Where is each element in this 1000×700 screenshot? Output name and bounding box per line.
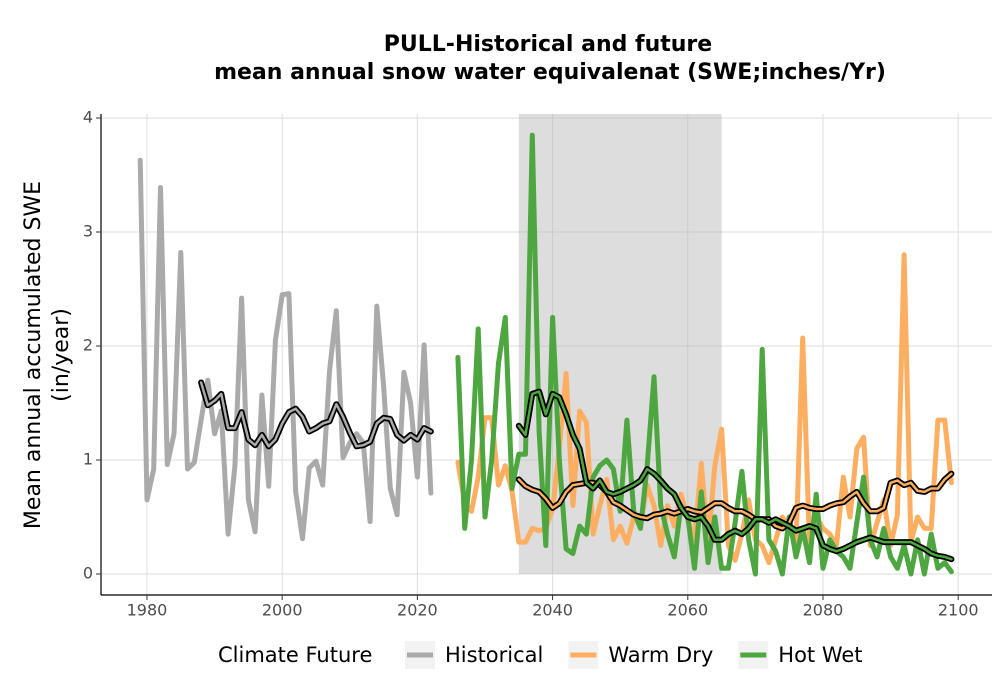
smoothed-line <box>199 381 433 448</box>
smoothed-line <box>517 390 953 561</box>
x-tick-label: 1980 <box>127 601 168 620</box>
series-line <box>137 157 434 542</box>
x-tick-label: 2040 <box>532 601 573 620</box>
legend-title: Climate Future <box>218 643 372 667</box>
y-axis-label: (in/year) <box>49 308 74 402</box>
x-tick-label: 2060 <box>667 601 708 620</box>
y-tick-label: 3 <box>83 221 93 240</box>
legend-label: Historical <box>445 643 543 667</box>
x-tick-label: 2000 <box>262 601 303 620</box>
legend-label: Warm Dry <box>608 643 713 667</box>
chart-title: PULL-Historical and future <box>384 32 712 57</box>
y-axis-label: Mean annual accumulated SWE <box>21 181 46 529</box>
x-tick-label: 2080 <box>803 601 844 620</box>
series-line <box>455 132 954 577</box>
y-tick-label: 2 <box>83 336 93 355</box>
y-tick-label: 4 <box>83 107 93 126</box>
y-tick-label: 0 <box>83 564 93 583</box>
chart-title: mean annual snow water equivalenat (SWE;… <box>214 60 886 85</box>
x-tick-label: 2020 <box>397 601 438 620</box>
x-tick-label: 2100 <box>938 601 979 620</box>
y-tick-label: 1 <box>83 450 93 469</box>
legend-label: Hot Wet <box>778 643 862 667</box>
